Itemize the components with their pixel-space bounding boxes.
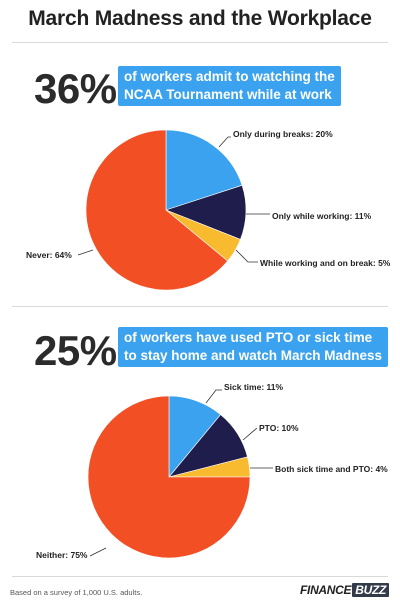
- pie-slice-label: Neither: 75%: [36, 550, 88, 560]
- pie-leader-line: [205, 389, 222, 404]
- pie-slice: [85, 129, 229, 291]
- brand-logo-first: FINANCE: [300, 583, 352, 597]
- callout-line: of workers have used PTO or sick time: [124, 330, 373, 345]
- pie-slice-label: Both sick time and PTO: 4%: [275, 464, 388, 474]
- pie-leader-line: [242, 427, 258, 441]
- stat-watching-percent: 36%: [34, 65, 117, 112]
- callout-line: to stay home and watch March Madness: [124, 348, 383, 363]
- callout-line: of workers admit to watching the: [124, 69, 335, 84]
- callout-line: NCAA Tournament while at work: [124, 87, 332, 102]
- footer-note: Based on a survey of 1,000 U.S. adults.: [10, 588, 143, 597]
- stat-pto-percent: 25%: [34, 327, 117, 374]
- pie-slice-label: Never: 64%: [26, 250, 72, 260]
- pie-leader-line: [89, 547, 107, 557]
- pie-slice-label: Only while working: 11%: [272, 211, 372, 221]
- brand-logo-second: BUZZ: [352, 583, 390, 597]
- brand-logo: FINANCE BUZZ: [300, 583, 390, 599]
- pie-leader-line: [77, 249, 94, 256]
- pie-slice: [165, 129, 243, 211]
- pie-slice-label: Only during breaks: 20%: [233, 129, 333, 139]
- pie-slice-label: While working and on break: 5%: [260, 258, 391, 268]
- stat-watching-callout: of workers admit to watching the NCAA To…: [118, 66, 341, 106]
- footer-divider: [12, 576, 388, 577]
- pie-leader-line: [218, 136, 231, 148]
- pie-slice: [87, 395, 251, 559]
- stat-pto-callout: of workers have used PTO or sick time to…: [118, 327, 389, 367]
- pie-slice-label: Sick time: 11%: [224, 382, 284, 392]
- title-divider: [12, 42, 388, 43]
- pie-leader-line: [235, 249, 258, 263]
- section-divider: [12, 306, 388, 307]
- pie-slice-label: PTO: 10%: [259, 423, 299, 433]
- page-title: March Madness and the Workplace: [28, 7, 372, 30]
